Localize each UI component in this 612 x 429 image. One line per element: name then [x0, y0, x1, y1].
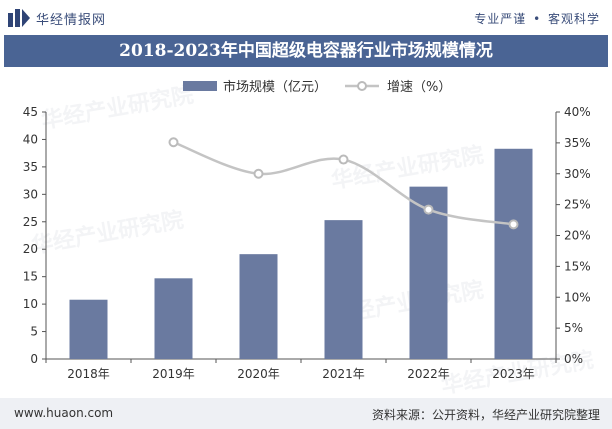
- footer-site: www.huaon.com: [14, 406, 114, 420]
- bar: [324, 220, 363, 359]
- x-tick-label: 2020年: [237, 367, 280, 381]
- growth-point: [423, 204, 434, 215]
- growth-point: [168, 137, 179, 148]
- y-left-tick-label: 30: [23, 187, 38, 201]
- x-tick-label: 2022年: [407, 367, 450, 381]
- x-tick-label: 2018年: [67, 367, 110, 381]
- y-left-tick-label: 45: [23, 105, 38, 119]
- y-right-tick-label: 30%: [564, 167, 591, 181]
- legend-line-label: 增速（%）: [387, 80, 451, 95]
- y-left-tick-label: 40: [23, 132, 38, 146]
- bar: [154, 278, 193, 359]
- y-left-tick-label: 0: [30, 352, 38, 366]
- y-right-tick-label: 20%: [564, 229, 591, 243]
- bar: [494, 148, 533, 359]
- growth-point: [253, 168, 264, 179]
- y-left-tick-label: 15: [23, 270, 38, 284]
- y-right-tick-label: 10%: [564, 290, 591, 304]
- bar: [409, 186, 448, 359]
- y-right-tick-label: 15%: [564, 259, 591, 273]
- y-left-tick-label: 20: [23, 242, 38, 256]
- growth-point: [508, 219, 519, 230]
- y-left-tick-label: 10: [23, 297, 38, 311]
- brand-name: 华经情报网: [36, 13, 107, 28]
- y-left-tick-label: 25: [23, 215, 38, 229]
- x-tick-label: 2019年: [152, 367, 195, 381]
- y-right-tick-label: 5%: [564, 321, 583, 335]
- slogan: 专业严谨 • 客观科学: [474, 10, 600, 27]
- bar: [239, 254, 278, 359]
- legend-bar-label: 市场规模（亿元）: [223, 79, 327, 95]
- chart-area: 0 5 10 15 20 25 30 35 40 45 0% 5% 10% 15% 20% 25% 30% 35%…: [23, 79, 591, 381]
- footer-source: 资料来源：公开资料，华经产业研究院整理: [371, 408, 600, 422]
- y-left-tick-label: 5: [30, 325, 38, 339]
- y-right-tick-label: 25%: [564, 198, 591, 212]
- slogan-left: 专业严谨: [474, 12, 527, 26]
- legend-line-marker: [357, 81, 367, 91]
- legend-bar-swatch: [183, 81, 217, 91]
- bar: [69, 299, 108, 359]
- growth-point: [338, 154, 349, 165]
- y-right-tick-label: 40%: [564, 105, 591, 119]
- chart-title: 2018-2023年中国超级电容器行业市场规模情况: [4, 35, 608, 67]
- y-right-tick-label: 35%: [564, 136, 591, 150]
- y-left-tick-label: 35: [23, 160, 38, 174]
- y-right-tick-label: 0%: [564, 352, 583, 366]
- logo-icon: [8, 9, 30, 27]
- slogan-dot: •: [533, 12, 542, 26]
- footer-bar: www.huaon.com 资料来源：公开资料，华经产业研究院整理: [0, 398, 612, 429]
- header-bar: 华经情报网 专业严谨 • 客观科学: [0, 0, 612, 34]
- x-tick-label: 2023年: [492, 367, 535, 381]
- x-tick-label: 2021年: [322, 367, 365, 381]
- slogan-right: 客观科学: [547, 12, 600, 26]
